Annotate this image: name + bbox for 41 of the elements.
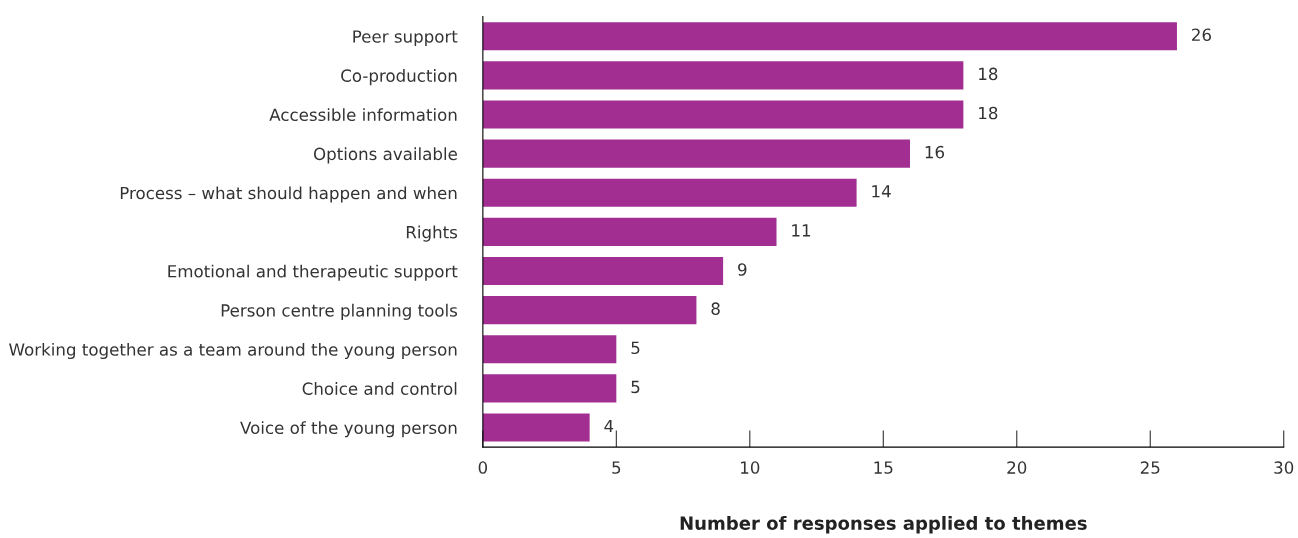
data-label: 5 [631,380,640,394]
y-tick-label: Choice and control [302,382,457,395]
y-tick-label: Co-production [341,69,457,86]
x-tick-label: 0 [478,461,488,474]
data-label: 26 [1192,28,1211,42]
bar [482,178,857,207]
x-axis-title: Number of responses applied to themes [680,515,1087,534]
bar [482,61,964,90]
y-tick-label: Person centre planning tools [221,303,458,320]
x-tick-label: 20 [1007,461,1027,474]
bar [482,139,910,168]
y-tick-label: Emotional and therapeutic support [168,264,458,281]
x-tick-label: 25 [1140,461,1160,474]
bar [482,335,617,364]
data-label: 16 [925,145,945,159]
x-tick-label: 30 [1274,461,1294,474]
data-label: 11 [792,224,811,237]
x-tick-label: 5 [612,461,621,474]
bar [482,100,964,129]
y-tick-label: Voice of the young person [240,421,457,438]
bar [482,256,724,286]
y-tick-label: Accessible information [269,108,457,122]
data-label: 5 [631,341,640,355]
data-label: 9 [738,263,747,276]
y-tick-label: Process – what should happen and when [120,186,457,203]
data-label: 18 [979,67,998,81]
data-label: 4 [604,419,614,433]
y-tick-label: Options available [313,147,457,164]
bar [482,217,777,246]
x-tick-label: 10 [741,461,760,474]
bar [482,413,590,442]
bar [482,22,1177,51]
x-tick-label: 15 [874,461,893,474]
y-tick-label: Rights [406,225,458,242]
bar [482,296,697,325]
data-label: 8 [711,302,720,315]
data-label: 14 [872,185,891,198]
y-tick-label: Peer support [353,30,458,47]
y-tick-label: Working together as a team around the young person [9,342,457,360]
data-label: 18 [979,106,998,120]
bar [482,374,617,403]
